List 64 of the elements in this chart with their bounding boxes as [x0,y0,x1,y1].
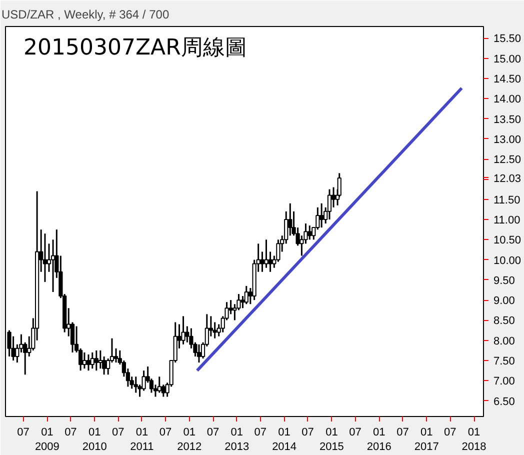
candlestick [228,299,233,315]
x-tick-label: 07 [396,426,409,438]
y-tick-label: 15.00 [494,53,522,66]
y-tick-label: 7.00 [494,376,515,388]
x-tick-label: 07 [444,426,456,438]
candlestick [82,352,87,370]
chart-subtitle: USD/ZAR , Weekly, # 364 / 700 [2,8,170,22]
candlestick [157,376,162,394]
candlestick [42,232,48,283]
candlestick [327,188,332,220]
y-tick-label: 15.50 [494,33,522,46]
y-tick-label: 6.50 [494,396,515,408]
candlestick [268,250,272,273]
x-tick-label: 01 2013 [224,426,250,453]
x-tick-label: 07 [254,426,267,438]
x-tick-label: 07 [159,426,172,438]
y-tick-label: 10.00 [494,254,522,267]
candlestick [134,376,138,394]
y-tick-label: 8.00 [494,335,515,348]
x-tick-label: 01 2010 [82,426,107,453]
candlestick [244,285,248,305]
y-tick-label: 13.50 [494,114,522,126]
y-tick-label: 9.00 [494,295,515,308]
y-tick-label: 14.50 [494,73,522,86]
x-tick-label: 07 [302,426,314,438]
candlestick [288,202,292,236]
y-tick-label: 11.50 [494,194,520,206]
y-tick-label: 13.00 [494,134,522,146]
candlestick [264,238,268,269]
y-tick-label: 7.50 [494,356,515,368]
x-tick-label: 01 2015 [319,426,344,453]
x-tick-label: 07 [206,426,220,438]
candlestick [98,350,102,370]
x-tick-label: 01 2009 [34,426,60,453]
x-tick-label: 07 [17,426,30,438]
x-tick-label: 07 [112,426,124,438]
x-tick-label: 01 2014 [272,426,297,453]
candlestick [240,295,245,309]
y-tick-label: 12.03 [494,172,522,185]
x-tick-label: 01 2012 [177,426,202,453]
candlestick [320,202,324,228]
x-tick-label: 01 2018 [462,426,486,453]
y-tick-label: 11.00 [494,214,520,226]
candlestick [94,350,98,372]
candlestick [50,238,56,293]
x-tick-label: 07 [64,426,77,438]
candlestick [181,315,186,346]
x-tick-label: 01 2016 [366,426,392,453]
candlestick [308,224,312,240]
candlestick [86,354,91,372]
y-tick-label: 9.50 [494,274,515,287]
x-tick-label: 01 2011 [130,426,154,453]
candlestick [90,352,94,370]
y-tick-label: 12.50 [494,154,522,166]
chart-title: 20150307ZAR周線圖 [24,36,247,60]
y-tick-label: 8.50 [494,315,515,328]
x-tick-label: 07 [349,426,362,438]
x-tick-label: 01 2017 [414,426,439,453]
candlestick [331,186,336,208]
candlestick [196,344,202,364]
candlestick [114,348,118,364]
candlestick [260,250,264,273]
y-tick-label: 10.50 [494,234,522,247]
y-tick-label: 14.00 [494,94,522,106]
